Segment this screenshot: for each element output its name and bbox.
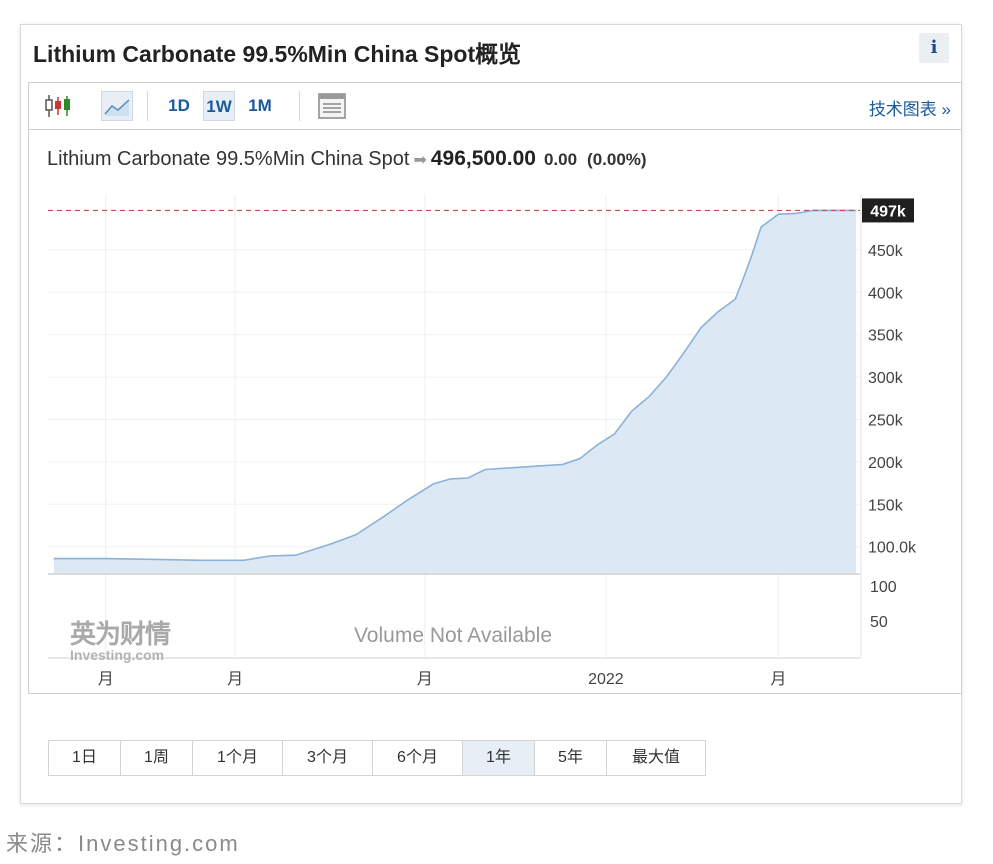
range-button-4[interactable]: 6个月 — [373, 741, 463, 775]
y-tick-label-3: 250k — [868, 412, 904, 429]
interval-1m[interactable]: 1M — [248, 96, 272, 115]
price-change: 0.00 — [543, 150, 578, 169]
x-tick-label-3: 2022 — [588, 671, 624, 688]
range-button-5[interactable]: 1年 — [463, 741, 535, 775]
card-title: Lithium Carbonate 99.5%Min China Spot概览 — [33, 41, 522, 67]
technical-chart-link[interactable]: 技术图表 » — [868, 100, 951, 119]
table-icon[interactable] — [317, 91, 347, 121]
range-button-0[interactable]: 1日 — [49, 741, 121, 775]
range-button-6[interactable]: 5年 — [535, 741, 607, 775]
price-line — [53, 209, 856, 562]
y-tick-label-4: 300k — [868, 370, 904, 387]
x-tick-label-0: 月 — [98, 671, 114, 688]
watermark-cn: 英为财情 — [70, 620, 171, 650]
last-value-label: 497k — [870, 203, 906, 220]
last-value-badge — [862, 198, 914, 223]
interval-1w[interactable]: 1W — [203, 91, 235, 121]
arrow-right-icon: ➡ — [413, 152, 427, 169]
range-button-3[interactable]: 3个月 — [283, 741, 373, 775]
price-area — [54, 210, 856, 573]
y-tick-label-0: 100.0k — [868, 540, 917, 557]
range-selector: 1日 1周 1个月 3个月 6个月 1年 5年 最大值 — [48, 740, 706, 776]
range-button-7[interactable]: 最大值 — [631, 749, 680, 766]
volume-tick-label-1: 50 — [870, 614, 888, 631]
watermark-en: Investing.com — [70, 647, 164, 663]
y-tick-label-6: 400k — [868, 285, 904, 302]
volume-not-available: Volume Not Available — [354, 624, 552, 647]
y-tick-label-7: 450k — [868, 243, 904, 260]
area-chart-icon[interactable] — [101, 91, 133, 121]
x-tick-label-4: 月 — [770, 671, 786, 688]
info-button[interactable]: i — [919, 33, 949, 63]
chart-toolbar: 1D 1W 1M 技术图表 » — [29, 83, 961, 130]
x-tick-label-1: 月 — [227, 671, 243, 688]
x-tick-label-2: 月 — [417, 671, 433, 688]
instrument-name: Lithium Carbonate 99.5%Min China Spot — [47, 148, 410, 170]
source-caption: 来源：Investing.com — [6, 831, 240, 856]
range-button-1[interactable]: 1周 — [121, 741, 193, 775]
volume-tick-label-0: 100 — [870, 579, 897, 596]
y-tick-label-5: 350k — [868, 328, 904, 345]
candlestick-icon[interactable] — [43, 91, 73, 121]
range-button-2[interactable]: 1个月 — [193, 741, 283, 775]
interval-1d[interactable]: 1D — [168, 96, 190, 115]
quote-line: Lithium Carbonate 99.5%Min China Spot ➡ 49… — [47, 147, 647, 171]
y-tick-label-1: 150k — [868, 497, 904, 514]
last-price: 496,500.00 — [430, 147, 536, 170]
price-change-pct: (0.00%) — [587, 150, 647, 169]
y-tick-label-2: 200k — [868, 455, 904, 472]
